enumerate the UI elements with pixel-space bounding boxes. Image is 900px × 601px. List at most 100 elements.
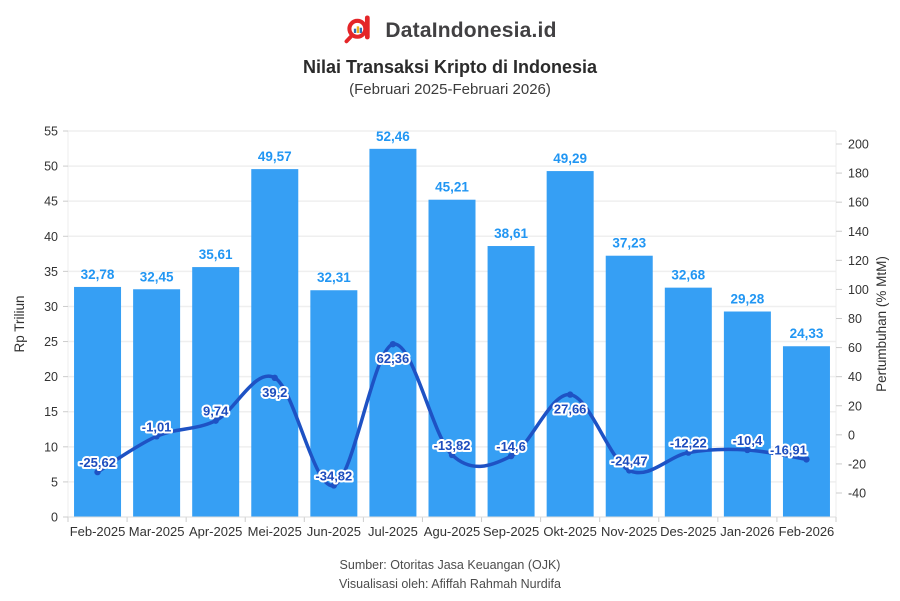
bar-value-label: 32,78 xyxy=(81,267,115,282)
bar-Nov-2025[interactable] xyxy=(605,255,653,518)
right-axis-tick-label: 180 xyxy=(848,167,869,181)
right-axis-tick-label: -40 xyxy=(848,487,866,501)
bar-value-label: 49,29 xyxy=(553,151,587,166)
right-axis-tick-label: 20 xyxy=(848,399,862,413)
bar-Sep-2025[interactable] xyxy=(487,246,535,517)
bar-value-label: 29,28 xyxy=(730,292,764,307)
line-value-label: -24,47 xyxy=(611,453,648,468)
brand-logo-icon xyxy=(343,12,376,50)
left-axis-tick-label: 35 xyxy=(44,265,58,279)
x-axis-label: Feb-2026 xyxy=(779,524,835,539)
right-axis-tick-label: 120 xyxy=(848,254,869,268)
bar-value-label: 45,21 xyxy=(435,180,469,195)
bar-Apr-2025[interactable] xyxy=(192,267,240,517)
line-value-label: 9,74 xyxy=(203,404,229,419)
line-value-label: -1,01 xyxy=(142,419,172,434)
line-value-label: -34,82 xyxy=(315,468,352,483)
line-value-label: 62,36 xyxy=(377,351,410,366)
x-axis-label: Apr-2025 xyxy=(189,524,242,539)
line-value-label: -13,82 xyxy=(434,438,471,453)
line-value-label: -25,62 xyxy=(79,455,116,470)
bar-Agu-2025[interactable] xyxy=(428,199,476,517)
line-point-Mei-2025[interactable] xyxy=(271,374,278,382)
x-axis-label: Nov-2025 xyxy=(601,524,657,539)
line-point-Feb-2025[interactable] xyxy=(94,468,101,476)
chart-title: Nilai Transaksi Kripto di Indonesia xyxy=(302,57,598,77)
right-axis-tick-label: 160 xyxy=(848,196,869,210)
x-axis-label: Jul-2025 xyxy=(368,524,418,539)
line-point-Agu-2025[interactable] xyxy=(448,451,456,459)
x-axis-label: Agu-2025 xyxy=(424,524,480,539)
right-axis-tick-label: 0 xyxy=(848,428,855,442)
bar-value-label: 32,45 xyxy=(140,269,174,284)
line-value-label: 39,2 xyxy=(262,385,287,400)
line-value-label: 27,66 xyxy=(554,402,587,417)
x-axis-label: Jan-2026 xyxy=(720,524,774,539)
line-point-Feb-2026[interactable] xyxy=(803,456,810,463)
x-axis-label: Feb-2025 xyxy=(70,524,126,539)
right-axis-tick-label: 60 xyxy=(848,341,862,355)
credit-note: Visualisasi oleh: Afiffah Rahmah Nurdifa xyxy=(339,576,561,591)
left-axis-tick-label: 0 xyxy=(51,511,58,525)
x-axis-label: Okt-2025 xyxy=(543,524,596,539)
x-axis-label: Mei-2025 xyxy=(248,524,302,539)
bar-Mei-2025[interactable] xyxy=(251,169,299,517)
line-point-Sep-2025[interactable] xyxy=(507,452,515,460)
left-axis-tick-label: 5 xyxy=(51,475,58,489)
line-value-label: -12,22 xyxy=(670,436,707,451)
left-axis-tick-label: 55 xyxy=(44,125,58,139)
line-point-Mar-2025[interactable] xyxy=(153,433,160,440)
line-value-label: -14,6 xyxy=(496,439,526,454)
x-axis-label: Des-2025 xyxy=(660,524,716,539)
right-axis-title: Pertumbuhan (% MtM) xyxy=(874,256,889,392)
right-axis-tick-label: 80 xyxy=(848,312,862,326)
left-axis-tick-label: 25 xyxy=(44,335,58,349)
line-point-Jan-2026[interactable] xyxy=(744,446,751,454)
bar-Jan-2026[interactable] xyxy=(723,311,771,517)
line-point-Apr-2025[interactable] xyxy=(212,417,219,424)
growth-line xyxy=(95,342,809,488)
header: DataIndonesia.id Nilai Transaksi Kripto … xyxy=(0,0,900,112)
left-axis-tick-label: 30 xyxy=(44,300,58,314)
bar-Des-2025[interactable] xyxy=(664,287,712,517)
left-axis-tick-label: 15 xyxy=(44,405,58,419)
line-value-label: -16,91 xyxy=(770,442,807,457)
bar-Okt-2025[interactable] xyxy=(546,171,594,517)
x-axis-label: Mar-2025 xyxy=(129,524,185,539)
bar-Jul-2025[interactable] xyxy=(369,148,417,518)
combo-chart: 0 5 10 15 20 25 30 35 40 45 50 55 -40 -20 0 20 40 60 80 100… xyxy=(0,112,900,548)
brand-name: DataIndonesia.id xyxy=(385,19,557,42)
left-axis-title: Rp Triliun xyxy=(12,295,27,352)
left-axis-tick-label: 20 xyxy=(44,370,58,384)
x-axis-label: Jun-2025 xyxy=(307,524,361,539)
bar-Feb-2026[interactable] xyxy=(782,346,830,517)
bar-value-label: 52,46 xyxy=(376,129,410,144)
bar-Mar-2025[interactable] xyxy=(133,289,181,517)
bar-value-label: 24,33 xyxy=(790,326,824,341)
right-axis-tick-label: 140 xyxy=(848,225,869,239)
line-point-Jul-2025[interactable] xyxy=(389,340,397,348)
line-point-Des-2025[interactable] xyxy=(685,449,692,456)
right-axis-tick-label: 100 xyxy=(848,283,869,297)
brand: DataIndonesia.id xyxy=(0,13,900,49)
bar-Jun-2025[interactable] xyxy=(310,290,358,517)
right-axis-tick-label: 40 xyxy=(848,370,862,384)
source-note: Sumber: Otoritas Jasa Keuangan (OJK) xyxy=(339,558,561,572)
line-point-Nov-2025[interactable] xyxy=(626,467,633,474)
line-point-Okt-2025[interactable] xyxy=(566,391,574,398)
left-axis-tick-label: 40 xyxy=(44,230,58,244)
bar-value-label: 38,61 xyxy=(494,226,528,241)
bar-value-label: 32,68 xyxy=(671,268,705,283)
bar-value-label: 35,61 xyxy=(199,247,233,262)
bar-Feb-2025[interactable] xyxy=(74,286,122,517)
footer: Sumber: Otoritas Jasa Keuangan (OJK) Vis… xyxy=(0,548,900,594)
bar-value-label: 49,57 xyxy=(258,149,292,164)
bar-value-label: 32,31 xyxy=(317,270,351,285)
right-axis-tick-label: -20 xyxy=(848,457,866,471)
line-point-Jun-2025[interactable] xyxy=(330,482,338,489)
right-axis-tick-label: 200 xyxy=(848,138,869,152)
chart-canvas: 0 5 10 15 20 25 30 35 40 45 50 55 -40 -20 0 20 40 60 80 100… xyxy=(12,125,889,540)
bar-value-label: 37,23 xyxy=(612,236,646,251)
x-axis-label: Sep-2025 xyxy=(483,524,539,539)
